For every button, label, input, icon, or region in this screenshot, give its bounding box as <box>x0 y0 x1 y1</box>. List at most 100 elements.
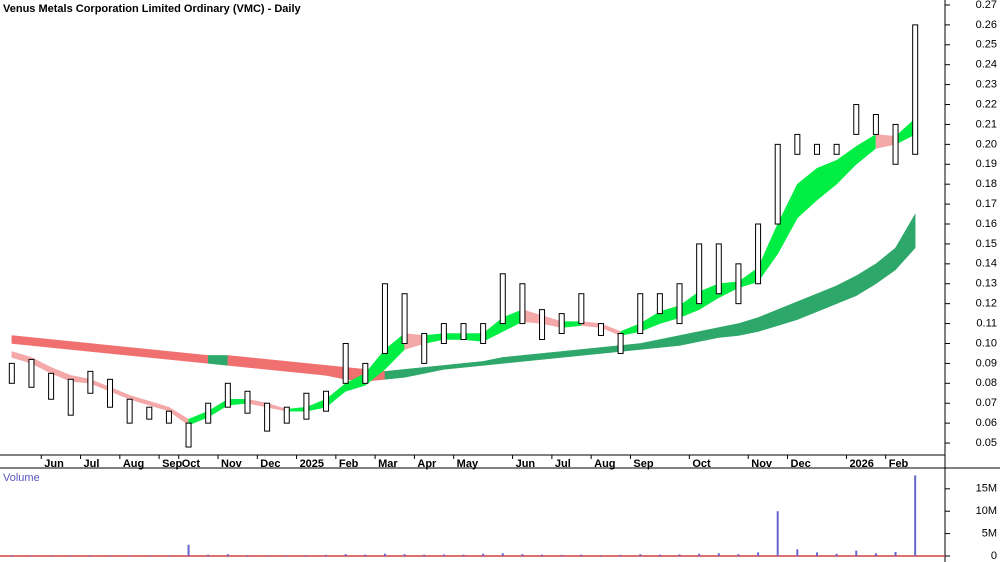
ribbon-segment <box>70 341 91 352</box>
y-tick-label: 0.15 <box>976 238 997 250</box>
x-tick-label: Apr <box>417 458 437 470</box>
price-bar <box>872 113 879 135</box>
volume-bar <box>658 554 661 556</box>
volume-label: Volume <box>3 472 40 484</box>
y-tick-label: 0.27 <box>976 0 997 11</box>
volume-bar <box>187 544 190 556</box>
y-tick-label: 0.17 <box>976 198 997 210</box>
y-tick-label: 0.05 <box>976 437 997 449</box>
x-tick-label: Jul <box>84 458 100 470</box>
x-tick-label: Aug <box>594 458 615 470</box>
price-bar <box>8 362 15 384</box>
ribbon-segment <box>90 343 111 354</box>
price-bar <box>205 402 212 424</box>
price-bar <box>67 378 74 416</box>
y-tick-label: 0.10 <box>976 337 997 349</box>
price-bar <box>578 293 585 325</box>
chart-title: Venus Metals Corporation Limited Ordinar… <box>3 3 302 15</box>
volume-bar <box>325 554 328 556</box>
price-bar <box>126 398 133 424</box>
ribbon-segment <box>168 351 189 362</box>
ribbon-segment <box>286 361 307 374</box>
x-tick-label: Mar <box>378 458 398 470</box>
volume-bar <box>69 555 72 556</box>
x-tick-label: Feb <box>889 458 909 470</box>
volume-bar <box>855 550 858 556</box>
x-tick-label: May <box>457 458 479 470</box>
price-bar <box>283 406 290 424</box>
volume-bar <box>501 553 504 556</box>
y-tick-label: 0.23 <box>976 79 997 91</box>
volume-tick-label: 15M <box>976 483 997 495</box>
price-bar <box>401 293 408 344</box>
volume-bar <box>776 511 779 556</box>
price-bar <box>499 273 506 325</box>
y-tick-label: 0.25 <box>976 39 997 51</box>
price-bar <box>735 263 742 305</box>
x-tick-label: Jun <box>516 458 536 470</box>
price-bar <box>813 143 820 155</box>
volume-bar <box>757 552 760 556</box>
price-bar <box>853 104 860 135</box>
volume-bar <box>30 555 33 556</box>
ribbon-segment <box>306 363 327 376</box>
ribbon-segment <box>109 345 130 356</box>
ribbon-segment <box>895 213 916 271</box>
y-tick-label: 0.07 <box>976 397 997 409</box>
x-tick-label: Feb <box>339 458 359 470</box>
volume-bar <box>815 552 818 556</box>
x-tick-label: 2025 <box>300 458 324 470</box>
ribbon-segment <box>384 369 405 380</box>
y-tick-label: 0.19 <box>976 158 997 170</box>
y-tick-label: 0.11 <box>976 317 997 329</box>
volume-bar <box>619 554 622 556</box>
volume-bar <box>344 554 347 556</box>
price-bar <box>755 223 762 285</box>
price-bar <box>244 390 251 414</box>
price-bar <box>519 283 526 325</box>
volume-bar <box>874 553 877 556</box>
ribbon-segment <box>247 357 268 370</box>
price-bar <box>676 283 683 325</box>
price-bar <box>656 293 663 315</box>
y-tick-label: 0.24 <box>976 59 997 71</box>
price-bar <box>715 243 722 295</box>
volume-bar <box>89 555 92 556</box>
price-bar <box>165 410 172 424</box>
volume-tick-label: 5M <box>982 528 997 540</box>
volume-bar <box>50 555 53 556</box>
price-bar <box>696 243 703 305</box>
volume-bar <box>285 555 288 556</box>
x-tick-label: Oct <box>692 458 711 470</box>
y-tick-label: 0.06 <box>976 417 997 429</box>
ribbon-segment <box>149 349 170 360</box>
price-bar <box>421 333 428 364</box>
price-bar <box>539 309 546 341</box>
volume-bar <box>128 555 131 556</box>
ribbon-segment <box>188 353 209 364</box>
y-tick-label: 0.13 <box>976 278 997 290</box>
price-bar <box>342 342 349 384</box>
volume-bar <box>521 554 524 556</box>
price-bar <box>224 382 231 408</box>
volume-bar <box>109 555 112 556</box>
price-bar <box>264 402 271 432</box>
price-bar <box>87 370 94 394</box>
volume-bar <box>541 554 544 556</box>
price-bar <box>460 323 467 341</box>
volume-bar <box>266 555 269 556</box>
volume-bar <box>305 555 308 556</box>
price-bar <box>597 323 604 337</box>
ribbon-segment <box>207 355 229 366</box>
volume-bar <box>678 554 681 556</box>
y-tick-label: 0.16 <box>976 218 997 230</box>
y-tick-label: 0.18 <box>976 178 997 190</box>
volume-bar <box>717 553 720 556</box>
volume-bar <box>835 553 838 556</box>
price-bar <box>107 378 114 408</box>
price-bar <box>892 123 899 165</box>
x-tick-label: 2026 <box>849 458 873 470</box>
volume-bar <box>246 555 249 556</box>
price-bar <box>362 362 369 384</box>
